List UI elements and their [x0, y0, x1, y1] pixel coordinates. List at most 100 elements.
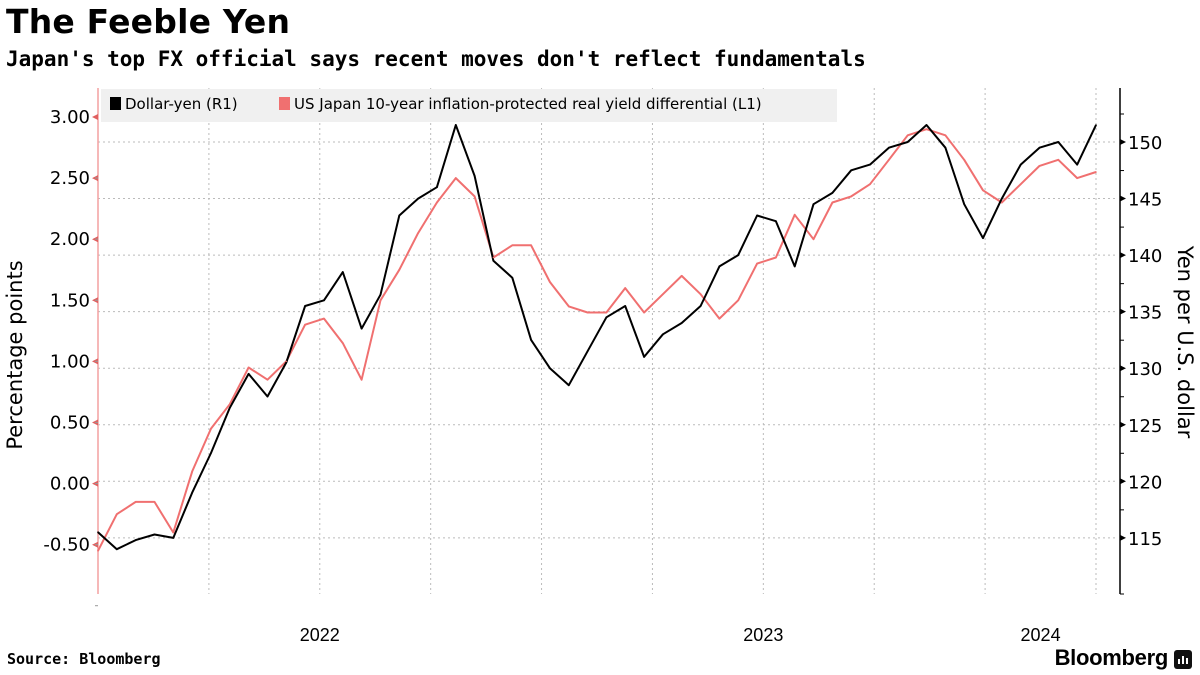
- left-tick-label: 3.00: [50, 107, 90, 128]
- data-point-dollar-yen: [285, 361, 288, 364]
- right-tick-marker: [1120, 365, 1126, 372]
- data-point-real-yield: [172, 531, 175, 534]
- data-point-real-yield: [473, 195, 476, 198]
- data-point-real-yield: [341, 342, 344, 344]
- data-point-dollar-yen: [191, 491, 193, 494]
- left-axis: -0.50 0.00 0.50 1.00 1.50 2.00 2.50 3.00: [43, 88, 99, 607]
- data-point-real-yield: [530, 244, 532, 247]
- data-point-real-yield: [586, 311, 589, 314]
- bloomberg-logo: Bloomberg: [1054, 645, 1169, 670]
- data-point-real-yield: [680, 275, 683, 277]
- data-point-dollar-yen: [624, 305, 627, 307]
- data-point-dollar-yen: [229, 406, 231, 409]
- right-tick-marker: [1120, 195, 1126, 202]
- x-year-label: 2023: [743, 625, 783, 645]
- data-point-dollar-yen: [1038, 146, 1041, 149]
- data-point-real-yield: [906, 134, 909, 137]
- data-point-dollar-yen: [473, 175, 476, 177]
- data-point-real-yield: [304, 323, 306, 326]
- data-point-real-yield: [1001, 201, 1003, 204]
- data-point-real-yield: [210, 427, 212, 430]
- x-year-label: 2024: [1021, 625, 1061, 645]
- data-point-dollar-yen: [1095, 124, 1097, 126]
- data-point-real-yield: [134, 501, 137, 503]
- legend: Dollar-yen (R1) US Japan 10-year inflati…: [101, 89, 837, 122]
- data-point-real-yield: [492, 256, 495, 259]
- data-point-real-yield: [831, 201, 834, 204]
- legend-label-real-yield: US Japan 10-year inflation-protected rea…: [294, 95, 762, 113]
- data-point-real-yield: [191, 470, 193, 473]
- data-point-dollar-yen: [1019, 163, 1022, 166]
- right-tick-marker: [1120, 421, 1126, 428]
- data-point-real-yield: [605, 311, 608, 314]
- data-point-real-yield: [737, 299, 740, 302]
- data-point-dollar-yen: [1057, 141, 1060, 143]
- right-tick-label: 140: [1128, 246, 1162, 267]
- right-tick-marker: [1120, 308, 1126, 315]
- legend-swatch-real-yield: [279, 97, 290, 110]
- data-point-real-yield: [360, 378, 363, 381]
- data-point-real-yield: [323, 317, 325, 320]
- data-point-real-yield: [944, 134, 947, 137]
- data-point-dollar-yen: [793, 265, 796, 268]
- right-tick-label: 150: [1128, 133, 1162, 154]
- data-point-real-yield: [888, 158, 890, 161]
- data-point-real-yield: [982, 189, 984, 192]
- data-point-dollar-yen: [850, 169, 853, 172]
- data-point-real-yield: [567, 305, 570, 308]
- data-point-dollar-yen: [323, 299, 325, 302]
- data-point-dollar-yen: [982, 237, 984, 239]
- data-point-real-yield: [1038, 165, 1041, 167]
- legend-label-dollar-yen: Dollar-yen (R1): [125, 95, 238, 113]
- data-point-dollar-yen: [1001, 197, 1003, 200]
- data-point-dollar-yen: [417, 197, 419, 200]
- data-point-dollar-yen: [680, 322, 683, 324]
- data-point-dollar-yen: [718, 265, 721, 268]
- data-point-real-yield: [850, 195, 853, 198]
- series-line-dollar-yen: [97, 124, 1097, 551]
- data-point-real-yield: [549, 281, 551, 283]
- source-note: Source: Bloomberg: [7, 650, 161, 668]
- data-point-dollar-yen: [888, 146, 890, 149]
- data-point-dollar-yen: [662, 333, 664, 336]
- data-point-dollar-yen: [944, 146, 947, 149]
- data-point-dollar-yen: [436, 186, 438, 189]
- data-point-dollar-yen: [869, 163, 871, 166]
- data-point-real-yield: [247, 366, 250, 369]
- data-point-real-yield: [1057, 158, 1060, 161]
- right-axis: 115 120 125 130 135 140 145 150: [1119, 88, 1162, 595]
- data-point-dollar-yen: [116, 548, 118, 550]
- data-point-real-yield: [775, 256, 777, 259]
- series-line-real-yield-differential: [97, 128, 1097, 552]
- data-point-dollar-yen: [756, 214, 758, 217]
- data-point-real-yield: [756, 262, 758, 265]
- x-year-label: 2022: [300, 625, 340, 645]
- data-point-dollar-yen: [511, 276, 514, 279]
- left-tick-label: 2.50: [50, 168, 90, 189]
- right-tick-marker: [1120, 139, 1126, 145]
- data-point-dollar-yen: [925, 124, 928, 126]
- left-tick-label: -0.50: [43, 535, 90, 556]
- right-tick-label: 135: [1128, 303, 1162, 324]
- bloomberg-chart-icon: [1174, 650, 1192, 669]
- data-point-dollar-yen: [379, 293, 382, 296]
- left-axis-title: Percentage points: [3, 260, 27, 449]
- right-tick-label: 125: [1128, 416, 1162, 437]
- data-point-dollar-yen: [963, 203, 965, 206]
- chart-subtitle: Japan's top FX official says recent move…: [6, 47, 866, 71]
- data-point-real-yield: [1019, 183, 1022, 186]
- data-point-dollar-yen: [737, 254, 740, 256]
- right-tick-label: 115: [1128, 529, 1162, 550]
- left-tick-label: 2.00: [50, 229, 90, 250]
- right-tick-label: 130: [1128, 359, 1162, 380]
- data-point-dollar-yen: [492, 259, 495, 262]
- legend-background: [101, 89, 837, 122]
- data-point-dollar-yen: [567, 384, 570, 386]
- data-point-real-yield: [963, 158, 965, 161]
- data-point-dollar-yen: [775, 220, 777, 222]
- grid: [98, 88, 1116, 594]
- data-point-dollar-yen: [605, 316, 608, 319]
- data-point-real-yield: [436, 201, 438, 204]
- x-axis: 2022 2023 2024: [300, 625, 1061, 645]
- left-tick-label: 1.00: [50, 351, 90, 372]
